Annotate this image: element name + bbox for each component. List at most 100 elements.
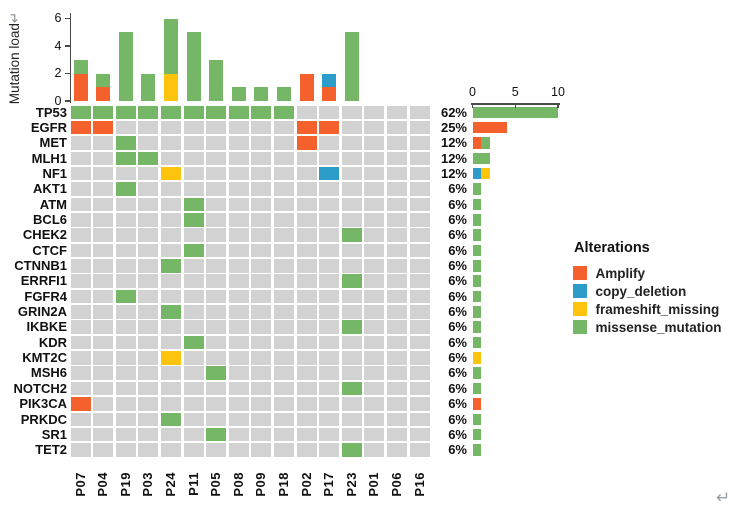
grid-cell (70, 427, 91, 442)
grid-cell (319, 197, 340, 212)
right-bar-segment (472, 260, 482, 272)
grid-cell (206, 228, 227, 242)
grid-cell (183, 412, 204, 427)
top-bar-segment (163, 73, 178, 101)
grid-cell (273, 151, 294, 166)
grid-cell (251, 136, 272, 150)
grid-cell (251, 120, 272, 135)
grid-cell (115, 443, 136, 457)
grid-cell (138, 212, 159, 227)
grid-cell (364, 443, 385, 457)
grid-cell (93, 351, 114, 365)
grid-cell (228, 197, 249, 212)
grid-cell (296, 105, 317, 120)
gene-percent: 6% (448, 211, 467, 227)
grid-cell (341, 381, 362, 396)
grid-cell (183, 305, 204, 319)
legend-swatch-missense_mutation-icon (573, 320, 587, 334)
sample-label: P23 (343, 472, 359, 497)
grid-cell (206, 212, 227, 227)
right-bar-segment (472, 183, 482, 195)
grid-cell (409, 366, 430, 381)
grid-cell (70, 397, 91, 411)
grid-cell (273, 366, 294, 381)
grid-cell (273, 136, 294, 150)
grid-cell (183, 243, 204, 258)
right-bar-segment (472, 382, 482, 395)
grid-cell (160, 182, 181, 196)
grid-cell (183, 166, 204, 181)
gene-percent: 6% (448, 350, 467, 366)
gene-label: FGFR4 (24, 288, 67, 304)
grid-cell (93, 166, 114, 181)
grid-cell (160, 397, 181, 411)
grid-cell (183, 381, 204, 396)
grid-cell (115, 366, 136, 381)
grid-cell (160, 443, 181, 457)
sample-label: P01 (366, 472, 382, 497)
grid-cell (206, 335, 227, 350)
grid-cell (160, 427, 181, 442)
grid-cell (115, 212, 136, 227)
grid-cell (206, 120, 227, 135)
right-bar-segment (472, 229, 482, 241)
top-bar-segment (209, 59, 224, 101)
gene-percent: 6% (448, 334, 467, 350)
gene-percent: 6% (448, 242, 467, 258)
grid-cell (160, 366, 181, 381)
legend-swatch-copy_deletion-icon (573, 284, 587, 298)
grid-cell (183, 351, 204, 365)
gene-label: GRIN2A (17, 304, 67, 320)
grid-cell (115, 182, 136, 196)
alterations-legend: Alterations Amplify copy_deletion frameshi… (573, 240, 743, 336)
grid-cell (341, 228, 362, 242)
grid-cell (115, 397, 136, 411)
gene-percent: 6% (448, 181, 467, 197)
grid-cell (273, 289, 294, 304)
legend-label: frameshift_missing (595, 301, 720, 317)
grid-cell (251, 412, 272, 427)
grid-cell (160, 259, 181, 273)
grid-cell (70, 412, 91, 427)
grid-cell (273, 228, 294, 242)
gene-percent: 62% (440, 104, 467, 120)
grid-cell (251, 320, 272, 334)
gene-label: TP53 (35, 104, 67, 120)
grid-cell (160, 412, 181, 427)
grid-cell (206, 397, 227, 411)
legend-title: Alterations (574, 240, 650, 256)
grid-cell (115, 105, 136, 120)
legend-items: Amplify copy_deletion frameshift_missing mi… (573, 264, 743, 336)
grid-cell (296, 335, 317, 350)
grid-cell (115, 381, 136, 396)
gene-label: CTNNB1 (14, 258, 67, 273)
grid-cell (409, 427, 430, 442)
grid-cell (70, 289, 91, 304)
grid-cell (70, 335, 91, 350)
grid-cell (138, 243, 159, 258)
grid-cell (409, 136, 430, 150)
grid-cell (386, 182, 407, 196)
grid-cell (138, 305, 159, 319)
grid-cell (386, 274, 407, 288)
top-bar-segment (322, 73, 337, 88)
grid-cell (251, 197, 272, 212)
grid-cell (341, 166, 362, 181)
grid-cell (160, 335, 181, 350)
grid-cell (364, 320, 385, 334)
gene-label: SR1 (41, 426, 67, 442)
grid-cell (206, 151, 227, 166)
grid-cell (115, 243, 136, 258)
grid-cell (228, 427, 249, 442)
grid-cell (70, 443, 91, 457)
grid-cell (341, 182, 362, 196)
legend-item: frameshift_missing (573, 300, 743, 318)
right-bar-segment (472, 413, 482, 426)
grid-cell (319, 320, 340, 334)
gene-label: ERRFI1 (20, 273, 67, 289)
grid-cell (386, 151, 407, 166)
grid-cell (319, 412, 340, 427)
top-y-axis-title-text: Mutation load (7, 23, 22, 105)
legend-item: Amplify (573, 264, 743, 282)
top-bar-segment (322, 87, 337, 101)
